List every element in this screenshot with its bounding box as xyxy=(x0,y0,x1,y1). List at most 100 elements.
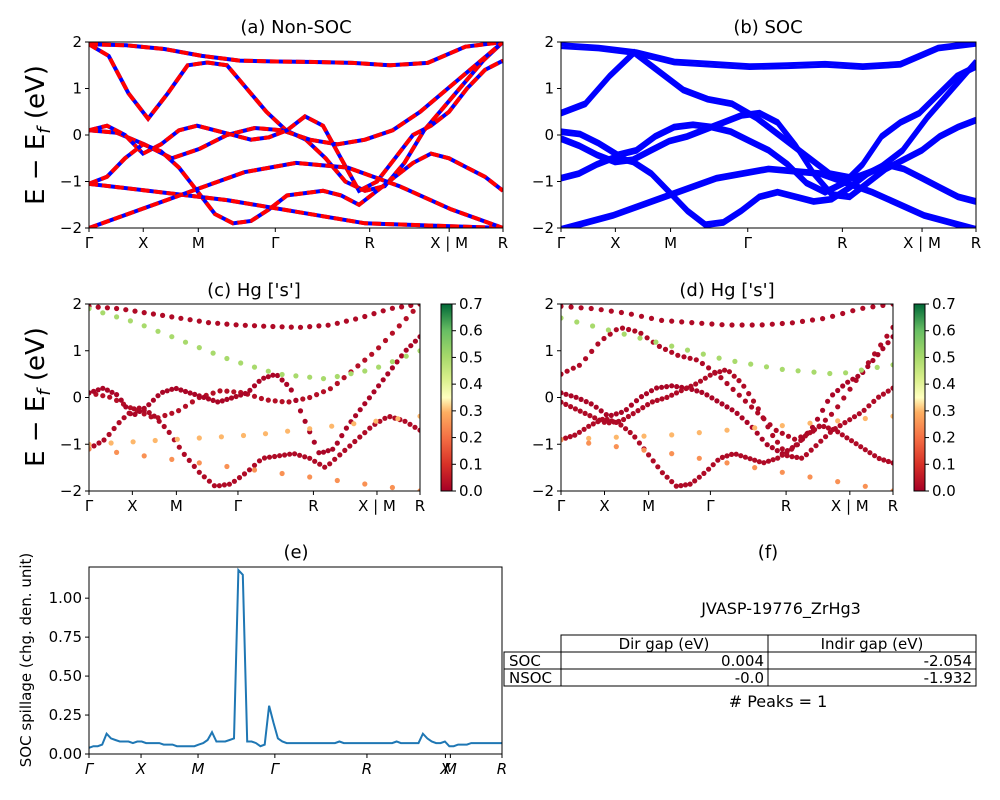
panel-e-ylabel: SOC spillage (chg. den. unit) xyxy=(17,553,35,768)
projected-point xyxy=(196,435,202,441)
projected-point xyxy=(669,349,675,355)
projected-point xyxy=(637,335,643,341)
panel-b: (b) SOC Γ X M Γ R X | M R 2 1 0 −1 −2 xyxy=(532,17,981,252)
projected-point xyxy=(169,314,175,320)
projected-point xyxy=(114,392,120,398)
projected-point xyxy=(662,346,669,352)
projected-point xyxy=(357,434,363,440)
y-tick-label: −1 xyxy=(60,173,82,191)
projected-point xyxy=(320,389,327,395)
projected-point xyxy=(362,368,368,374)
projected-point xyxy=(760,415,766,421)
projected-point xyxy=(876,455,882,462)
projected-point xyxy=(581,426,587,432)
x-tick-label: X xyxy=(127,497,137,515)
x-tick-label: R xyxy=(415,497,425,515)
table-col-header: Dir gap (eV) xyxy=(619,635,710,653)
projected-point xyxy=(816,424,822,430)
projected-point xyxy=(215,399,221,405)
projected-point xyxy=(201,394,207,400)
projected-point xyxy=(618,309,625,316)
projected-point xyxy=(765,424,771,430)
projected-point xyxy=(578,396,584,402)
projected-point xyxy=(262,431,269,437)
projected-point xyxy=(659,470,666,476)
projected-point xyxy=(417,427,420,433)
projected-point xyxy=(389,330,395,336)
projected-point xyxy=(669,432,675,438)
projected-point xyxy=(588,305,594,312)
x-tick-label: M xyxy=(170,497,183,515)
projected-point xyxy=(706,466,712,472)
panel-d-colorbar xyxy=(913,303,926,492)
projected-point xyxy=(108,440,114,446)
x-tick-label: M xyxy=(444,760,457,778)
projected-point xyxy=(91,388,97,394)
y-tick-label: 2 xyxy=(72,33,82,51)
projected-point xyxy=(297,452,303,458)
projected-point xyxy=(104,305,110,311)
y-tick-label: 1 xyxy=(544,80,554,98)
projected-point xyxy=(638,330,644,336)
projected-point xyxy=(856,411,862,417)
projected-point xyxy=(403,347,409,353)
panel-d-points xyxy=(561,304,893,491)
projected-point xyxy=(623,407,630,413)
projected-point xyxy=(568,404,574,410)
projected-point xyxy=(874,364,880,370)
projected-point xyxy=(623,426,629,432)
projected-point xyxy=(853,441,859,447)
projected-point xyxy=(730,386,736,392)
projected-point xyxy=(747,456,753,462)
projected-point xyxy=(858,367,865,373)
projected-point xyxy=(582,410,588,416)
projected-point xyxy=(242,390,248,397)
x-tick-label: M xyxy=(642,497,655,515)
projected-point xyxy=(307,455,313,461)
projected-point xyxy=(233,393,239,400)
projected-point xyxy=(337,452,343,458)
projected-point xyxy=(650,458,656,464)
projected-point xyxy=(669,318,675,324)
y-tick-label: 1.00 xyxy=(49,589,82,607)
y-tick-label: 0.25 xyxy=(49,706,82,724)
projected-point xyxy=(563,401,569,407)
projected-point xyxy=(265,374,271,380)
projected-point xyxy=(736,378,742,384)
projected-point xyxy=(775,455,781,461)
projected-point xyxy=(697,378,704,384)
colorbar-tick-label: 0.2 xyxy=(932,429,956,447)
projected-point xyxy=(182,388,189,395)
projected-point xyxy=(169,410,175,416)
projected-point xyxy=(885,388,891,394)
projected-point xyxy=(116,420,122,426)
y-tick-label: 0 xyxy=(72,126,82,144)
x-tick-label: R xyxy=(308,497,318,515)
projected-point xyxy=(226,481,232,487)
projected-point xyxy=(769,445,775,451)
projected-point xyxy=(803,452,810,458)
projected-point xyxy=(605,327,612,333)
panel-f: (f) JVASP-19776_ZrHg3 Dir gap (eV) Indir… xyxy=(503,542,977,711)
projected-point xyxy=(592,415,598,421)
projected-point xyxy=(870,304,876,310)
projected-point xyxy=(279,371,285,378)
projected-point xyxy=(224,321,230,327)
panel-c-title: (c) Hg ['s'] xyxy=(207,280,301,301)
projected-point xyxy=(176,444,182,450)
panel-a: (a) Non-SOC Γ X M Γ R X | M R 2 1 0 −1 −2 xyxy=(60,17,508,252)
y-axis-label-top: E − Ef (eV) xyxy=(21,65,55,205)
projected-point xyxy=(655,464,661,470)
projected-point xyxy=(779,423,785,429)
projected-point xyxy=(231,389,237,395)
projected-point xyxy=(100,385,106,391)
projected-point xyxy=(779,452,785,458)
projected-point xyxy=(224,388,230,394)
projected-point xyxy=(288,387,294,393)
band-line xyxy=(89,42,503,161)
projected-point xyxy=(828,411,835,417)
x-tick-label: Γ xyxy=(85,497,94,515)
x-tick-label: Γ xyxy=(271,234,280,252)
projected-point xyxy=(669,479,675,485)
projected-point xyxy=(417,334,420,340)
